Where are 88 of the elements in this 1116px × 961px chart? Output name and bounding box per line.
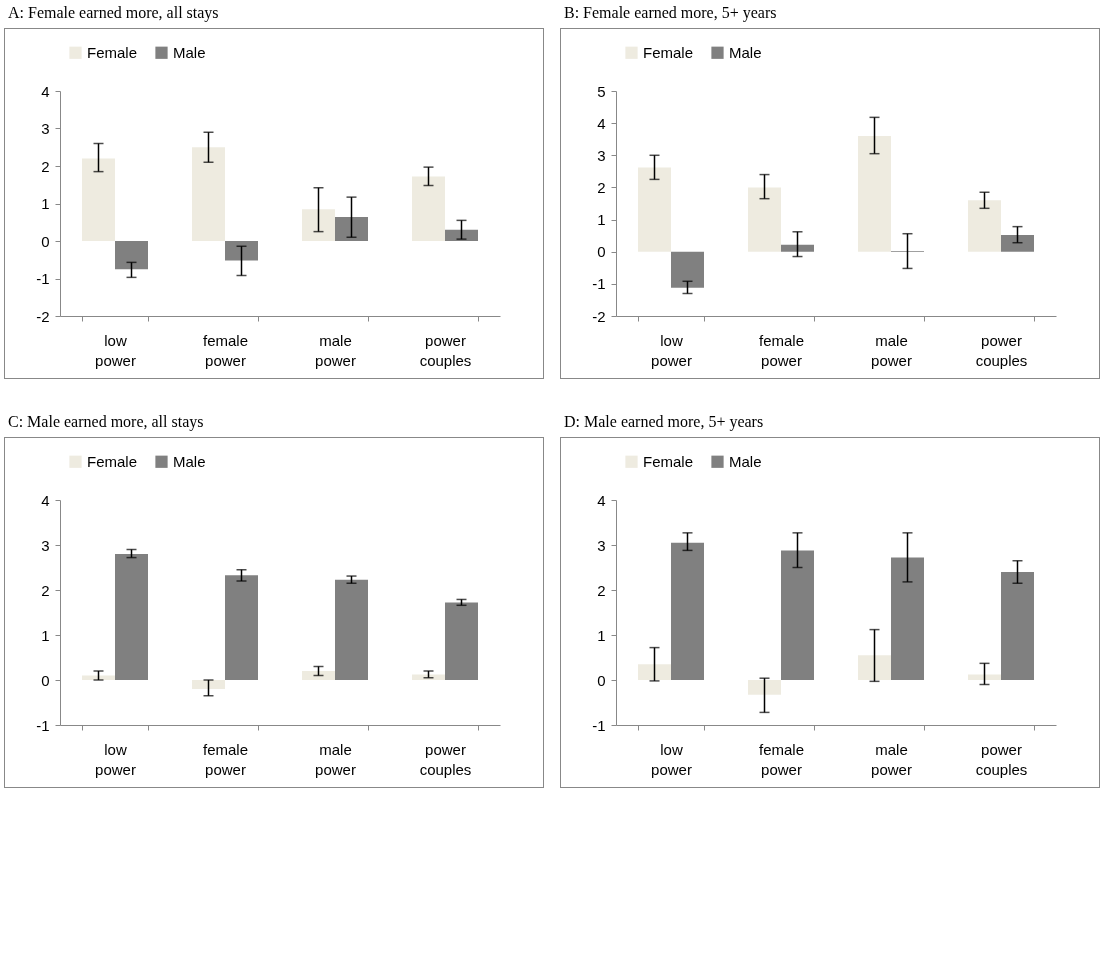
- bar: [192, 147, 225, 241]
- bar: [968, 674, 1001, 680]
- x-tick-label: power couples: [975, 331, 1028, 369]
- bar: [781, 550, 814, 680]
- bar: [968, 200, 1001, 252]
- bar: [1001, 235, 1034, 252]
- chart-title: A: Female earned more, all stays: [8, 4, 220, 22]
- bar: [115, 241, 148, 270]
- legend-label: Female: [643, 452, 694, 470]
- bar: [445, 229, 478, 241]
- bar: [858, 136, 891, 252]
- x-tick-label: power couples: [419, 331, 472, 369]
- legend-label: Male: [173, 452, 206, 470]
- legend-label: Male: [173, 43, 206, 61]
- bar: [671, 251, 704, 288]
- y-tick-label: 3: [597, 146, 606, 164]
- y-tick-label: 0: [597, 243, 606, 261]
- bar: [748, 187, 781, 252]
- y-tick-label: 0: [41, 671, 50, 689]
- bar: [781, 244, 814, 252]
- chart-title: C: Male earned more, all stays: [8, 413, 205, 431]
- x-tick-label: male power: [315, 740, 356, 778]
- x-tick-label: power couples: [419, 740, 472, 778]
- x-tick-label: low power: [95, 331, 136, 369]
- panel-frame: low power female power male power power couples -1 0 1 2 3 4 Female Male: [560, 437, 1100, 788]
- y-tick-label: -2: [36, 307, 50, 325]
- legend-label: Female: [643, 43, 694, 61]
- bar: [225, 241, 258, 261]
- bar: [671, 542, 704, 680]
- x-tick-label: male power: [315, 331, 356, 369]
- chart-title: D: Male earned more, 5+ years: [564, 413, 765, 431]
- y-tick-label: 4: [597, 491, 606, 509]
- bar: [302, 209, 335, 241]
- bar: [748, 680, 781, 695]
- bar: [412, 176, 445, 241]
- y-tick-label: -1: [36, 270, 50, 287]
- y-tick-label: 2: [41, 581, 50, 599]
- panel-frame: low power female power male power power couples -2 -1 0 1 2 3 4 5 Female Male: [560, 28, 1100, 379]
- bar: [1001, 572, 1034, 680]
- y-tick-label: -1: [36, 716, 50, 734]
- y-tick-label: -2: [592, 307, 606, 325]
- y-tick-label: 3: [597, 536, 606, 554]
- panel-frame: low power female power male power power couples -1 0 1 2 3 4 Female Male: [4, 437, 544, 788]
- legend-label: Female: [87, 452, 138, 470]
- bar: [445, 602, 478, 680]
- bar: [115, 554, 148, 680]
- bar: [302, 671, 335, 680]
- y-tick-label: 4: [41, 82, 50, 100]
- bar: [335, 579, 368, 680]
- y-tick-label: 3: [41, 536, 50, 554]
- x-tick-label: low power: [651, 740, 692, 778]
- y-tick-label: 1: [41, 195, 50, 212]
- y-tick-label: 1: [41, 626, 50, 644]
- y-tick-label: 2: [41, 157, 50, 175]
- bar: [858, 655, 891, 680]
- x-tick-label: male power: [871, 740, 912, 778]
- y-tick-label: 1: [597, 626, 606, 644]
- x-tick-label: female power: [202, 331, 249, 369]
- y-tick-label: 1: [597, 211, 606, 229]
- x-tick-label: low power: [95, 740, 136, 778]
- bar: [891, 557, 924, 680]
- bar: [225, 575, 258, 680]
- y-tick-label: -1: [592, 275, 606, 293]
- y-tick-label: 2: [597, 581, 606, 599]
- y-tick-label: 0: [597, 671, 606, 689]
- x-tick-label: female power: [758, 331, 805, 369]
- y-tick-label: 4: [597, 114, 606, 132]
- y-tick-label: 4: [41, 491, 50, 509]
- bar: [82, 158, 115, 241]
- x-tick-label: low power: [651, 331, 692, 369]
- y-tick-label: -1: [592, 716, 606, 734]
- y-tick-label: 2: [597, 178, 606, 196]
- bar: [192, 680, 225, 689]
- x-tick-label: male power: [871, 331, 912, 369]
- legend-label: Female: [87, 43, 138, 61]
- x-tick-label: power couples: [975, 740, 1028, 778]
- y-tick-label: 5: [597, 82, 606, 100]
- panel-frame: low power female power male power power couples -2 -1 0 1 2 3 4 Female Male: [4, 28, 544, 379]
- bar: [638, 664, 671, 680]
- legend-label: Male: [729, 452, 762, 470]
- bar: [638, 167, 671, 252]
- bar: [335, 217, 368, 241]
- y-tick-label: 3: [41, 120, 50, 137]
- y-tick-label: 0: [41, 232, 50, 250]
- x-tick-label: female power: [202, 740, 249, 778]
- legend-label: Male: [729, 43, 762, 61]
- chart-title: B: Female earned more, 5+ years: [564, 4, 778, 22]
- x-tick-label: female power: [758, 740, 805, 778]
